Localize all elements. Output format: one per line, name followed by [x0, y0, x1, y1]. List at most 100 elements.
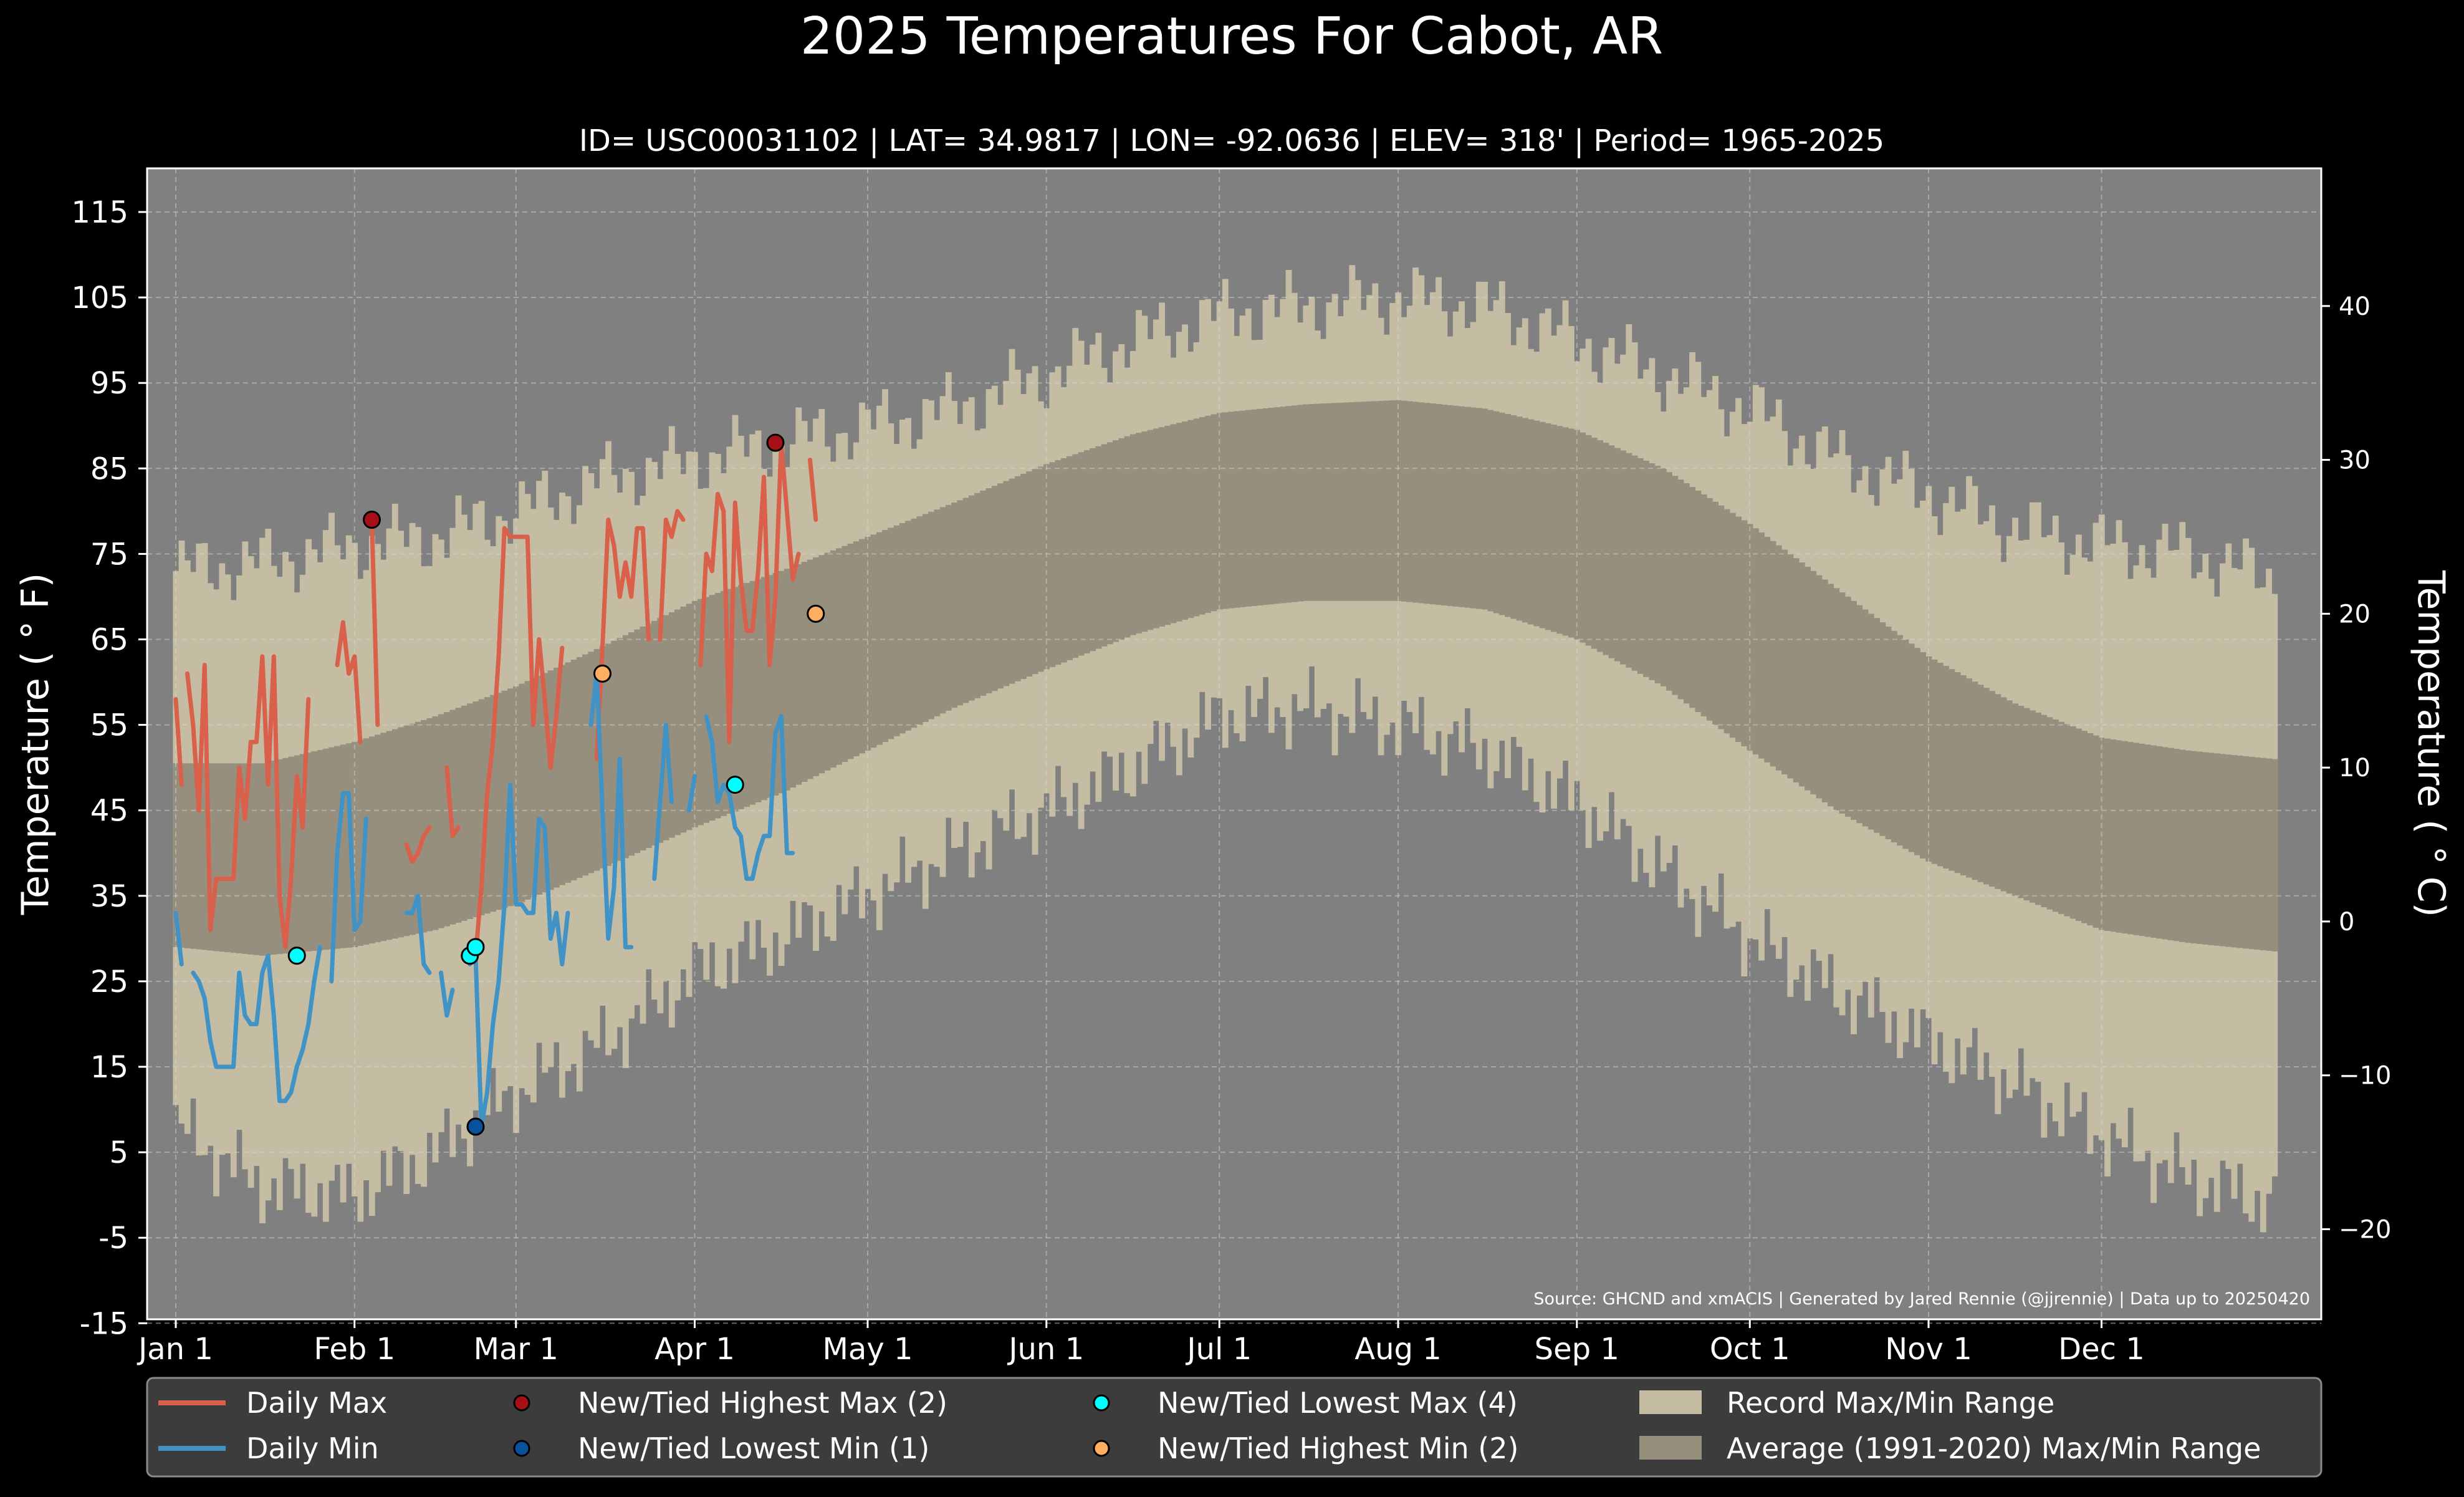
average-range-bar	[1902, 639, 1909, 849]
average-range-bar	[1920, 652, 1926, 859]
average-range-bar	[1729, 513, 1736, 738]
lowest-max-marker	[726, 776, 744, 794]
average-range-bar	[1856, 605, 1863, 824]
average-range-bar	[1666, 472, 1672, 691]
average-range-bar	[1522, 418, 1528, 623]
average-range-bar	[2104, 738, 2111, 931]
average-range-bar	[1752, 528, 1759, 755]
average-range-bar	[968, 495, 975, 701]
average-range-bar	[409, 723, 416, 935]
average-range-bar	[2260, 758, 2266, 951]
y-tick-label: 85	[90, 451, 128, 486]
average-range-bar	[1470, 407, 1477, 609]
highest-min-marker	[807, 604, 825, 623]
average-range-bar	[1412, 402, 1419, 603]
average-range-bar	[1464, 407, 1471, 608]
y-right-tick-label: 30	[2339, 446, 2371, 475]
average-range-bar	[322, 748, 329, 950]
chart-subtitle: ID= USC00031102 | LAT= 34.9817 | LON= -9…	[579, 123, 1884, 158]
average-range-bar	[1228, 412, 1234, 609]
daily-min-line	[191, 945, 322, 1104]
average-range-bar	[496, 693, 502, 910]
average-range-bar	[784, 569, 790, 791]
average-range-bar	[1712, 501, 1719, 725]
average-range-bar	[714, 593, 721, 819]
average-range-bar	[605, 643, 611, 866]
average-range-bar	[426, 718, 433, 931]
average-range-bar	[1983, 688, 1990, 885]
average-range-bar	[461, 705, 467, 921]
average-range-bar	[640, 626, 646, 851]
average-range-bar	[974, 493, 980, 698]
average-range-bar	[1354, 402, 1361, 601]
average-range-bar	[190, 763, 196, 949]
average-range-bar	[299, 754, 306, 952]
average-range-bar	[570, 660, 577, 880]
average-range-bar	[622, 635, 629, 859]
average-range-bar	[755, 579, 762, 802]
average-range-bar	[1580, 432, 1586, 643]
average-range-bar	[1533, 420, 1540, 627]
average-range-bar	[173, 763, 180, 948]
average-range-bar	[870, 534, 877, 748]
average-range-bar	[1862, 609, 1869, 827]
average-range-bar	[2185, 750, 2192, 943]
average-range-bar	[415, 721, 421, 934]
average-range-bar	[1395, 400, 1402, 601]
average-range-bar	[2000, 697, 2007, 892]
average-range-bar	[1424, 403, 1431, 604]
average-range-bar	[1954, 672, 1961, 874]
average-range-bar	[1141, 431, 1148, 632]
average-range-bar	[1672, 476, 1679, 695]
y-right-tick-label: 20	[2339, 600, 2371, 628]
average-range-bar	[2023, 708, 2030, 901]
average-range-bar	[2266, 758, 2272, 951]
average-range-bar	[530, 678, 537, 897]
average-range-bar	[1937, 662, 1944, 867]
average-range-bar	[1297, 405, 1303, 602]
average-range-bar	[1274, 407, 1280, 604]
y-right-tick-label: 10	[2339, 754, 2371, 782]
average-range-bar	[1262, 408, 1269, 605]
average-range-bar	[311, 751, 318, 951]
average-range-bar	[801, 562, 808, 782]
average-range-bar	[1637, 458, 1644, 674]
average-range-bar	[818, 555, 825, 774]
average-range-bar	[853, 541, 860, 756]
average-range-bar	[732, 587, 739, 812]
average-range-bar	[1931, 659, 1938, 864]
legend-swatch-record-range	[1639, 1390, 1702, 1414]
average-range-bar	[1689, 487, 1695, 708]
average-range-bar	[1677, 479, 1684, 700]
average-range-bar	[645, 623, 652, 849]
average-range-bar	[1383, 400, 1390, 601]
average-range-bar	[1775, 545, 1782, 771]
average-range-bar	[1343, 402, 1349, 601]
average-range-bar	[957, 500, 964, 706]
average-range-bar	[2075, 728, 2082, 922]
average-range-bar	[501, 690, 508, 908]
average-range-bar	[201, 763, 208, 950]
average-range-bar	[1055, 460, 1062, 665]
average-range-bar	[830, 550, 837, 768]
average-range-bar	[1136, 433, 1142, 633]
average-range-bar	[2041, 715, 2048, 908]
average-range-bar	[1556, 426, 1563, 634]
average-range-bar	[1793, 558, 1800, 782]
y-tick-label: 65	[90, 623, 128, 658]
average-range-bar	[2069, 726, 2076, 919]
average-range-bar	[1170, 424, 1177, 623]
average-range-bar	[1960, 675, 1967, 875]
average-range-bar	[282, 758, 289, 954]
average-range-bar	[1597, 440, 1603, 652]
average-range-bar	[1620, 450, 1626, 665]
average-range-bar	[1129, 434, 1136, 635]
chart-title: 2025 Temperatures For Cabot, AR	[800, 7, 1663, 66]
average-range-bar	[391, 729, 398, 939]
y-tick-label: 5	[109, 1135, 128, 1170]
average-range-bar	[893, 525, 900, 736]
average-range-bar	[1475, 408, 1482, 609]
average-range-bar	[951, 503, 957, 708]
y-tick-label: -5	[98, 1221, 128, 1256]
average-range-bar	[1459, 406, 1465, 607]
